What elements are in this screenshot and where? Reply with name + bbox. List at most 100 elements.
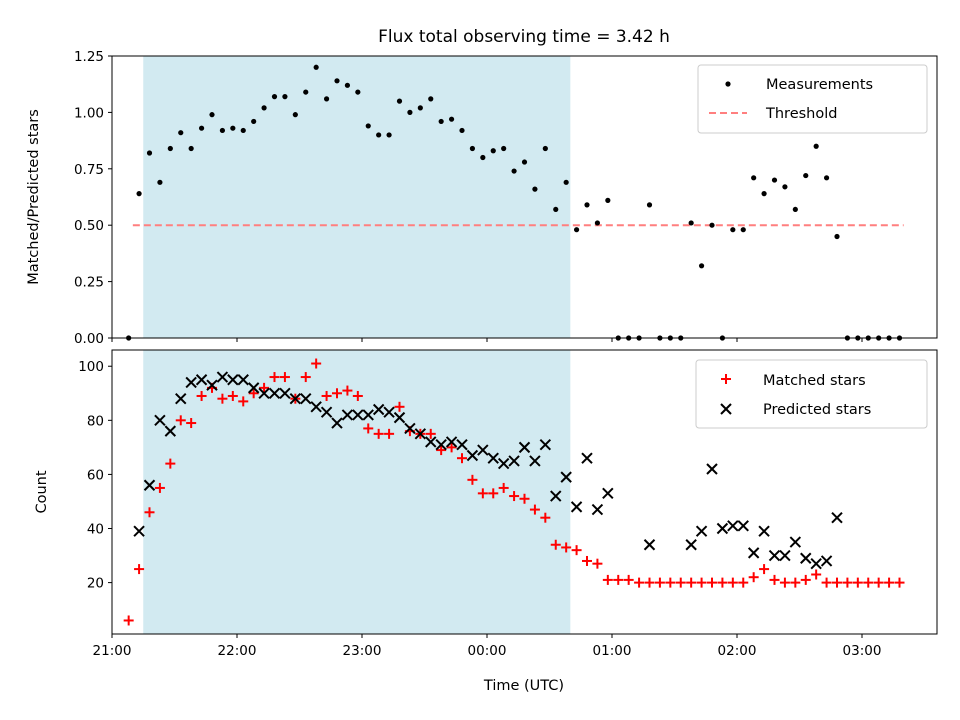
measurement-point (428, 96, 434, 102)
predicted-star-point (550, 490, 562, 502)
measurement-point (532, 186, 538, 192)
legend-label-predicted: Predicted stars (763, 402, 871, 418)
predicted-star-point (216, 371, 229, 383)
measurement-point (188, 145, 194, 152)
predicted-star-point (227, 374, 239, 386)
predicted-star-point (372, 403, 385, 416)
predicted-star-point (279, 387, 291, 399)
count-ytick-label: 80 (87, 413, 104, 429)
measurement-point (323, 96, 330, 102)
matched-star-point (498, 482, 509, 493)
matched-star-point (134, 564, 145, 575)
predicted-star-point (362, 409, 374, 421)
matched-star-point (259, 382, 270, 393)
count-xtick-label: 21:00 (93, 643, 132, 659)
matched-star-point (821, 577, 832, 588)
predicted-star-point (747, 547, 760, 559)
matched-star-point (582, 555, 592, 566)
matched-star-point (779, 577, 790, 588)
predicted-star-point (727, 520, 739, 532)
matched-star-point (425, 428, 436, 439)
matched-star-point (144, 507, 155, 518)
count-xtick-label: 03:00 (843, 643, 882, 659)
predicted-star-point (435, 438, 447, 451)
ratio-y-axis-label: Matched/Predicted stars (26, 109, 42, 285)
matched-star-point (634, 577, 645, 588)
predicted-star-point (706, 463, 718, 475)
predicted-star-point (393, 411, 406, 424)
ratio-ytick-label: 0.25 (74, 275, 104, 291)
predicted-star-point (768, 549, 781, 562)
predicted-star-point (643, 539, 656, 551)
predicted-star-point (737, 520, 749, 532)
matched-star-point (394, 401, 405, 412)
matched-star-point (592, 558, 603, 569)
measurement-point (782, 184, 788, 190)
measurement-point (386, 132, 392, 138)
matched-star-point (529, 504, 540, 515)
matched-star-point (717, 577, 728, 588)
predicted-star-point (456, 438, 468, 451)
predicted-star-point (685, 539, 697, 551)
predicted-star-point (602, 487, 614, 500)
matched-star-point (332, 388, 342, 399)
measurement-point (365, 123, 371, 129)
matched-star-point (811, 569, 822, 580)
predicted-star-point (820, 555, 833, 567)
count-legend: Matched stars Predicted stars (695, 359, 928, 429)
matched-star-point (873, 577, 884, 588)
predicted-star-point (716, 522, 729, 535)
matched-star-point (467, 474, 478, 485)
legend-marker-predicted (720, 403, 732, 415)
legend-label-threshold: Threshold (765, 106, 837, 122)
count-legend-box (695, 359, 928, 429)
matched-star-point (363, 423, 374, 434)
predicted-star-point (570, 501, 583, 513)
measurement-point (688, 220, 694, 226)
ratio-ytick-label: 0.50 (74, 218, 104, 234)
predicted-star-point (154, 414, 166, 427)
matched-star-point (300, 372, 311, 383)
measurement-point (605, 197, 611, 203)
matched-star-point (665, 577, 676, 588)
matched-star-point (186, 418, 197, 429)
count-ytick-label: 40 (87, 522, 104, 538)
matched-star-point (477, 488, 488, 499)
matched-star-point (832, 577, 842, 588)
x-axis-label: Time (UTC) (483, 678, 564, 694)
measurement-point (261, 105, 267, 111)
matched-star-point (571, 545, 582, 556)
matched-star-point (738, 577, 749, 588)
measurement-point (251, 118, 257, 125)
matched-star-point (269, 372, 280, 383)
matched-star-point (623, 574, 634, 585)
measurement-point (313, 64, 319, 70)
matched-star-point (696, 577, 707, 588)
measurement-point (417, 105, 423, 111)
predicted-star-point (133, 525, 145, 537)
count-ytick-label: 60 (87, 467, 104, 483)
measurement-point (344, 82, 351, 88)
ratio-ytick-label: 0.75 (74, 162, 104, 178)
legend-label-matched: Matched stars (763, 373, 866, 389)
matched-star-point (769, 574, 780, 585)
count-xtick-label: 01:00 (593, 643, 632, 659)
predicted-star-point (789, 536, 802, 548)
predicted-star-point (695, 525, 708, 537)
predicted-star-point (404, 422, 416, 435)
legend-label-measurements: Measurements (766, 77, 873, 93)
count-xtick-label: 00:00 (468, 643, 507, 659)
measurement-point (511, 168, 517, 174)
matched-star-point (686, 577, 697, 588)
predicted-star-point (800, 552, 812, 564)
predicted-star-point (185, 376, 197, 389)
ratio-shaded-window (143, 56, 571, 338)
matched-star-point (488, 488, 499, 499)
measurement-point (542, 145, 548, 152)
measurement-point (740, 227, 746, 233)
predicted-star-point (529, 455, 541, 467)
predicted-star-point (237, 374, 249, 386)
matched-star-point (519, 493, 530, 504)
measurement-point (396, 98, 403, 104)
measurement-point (823, 175, 830, 181)
